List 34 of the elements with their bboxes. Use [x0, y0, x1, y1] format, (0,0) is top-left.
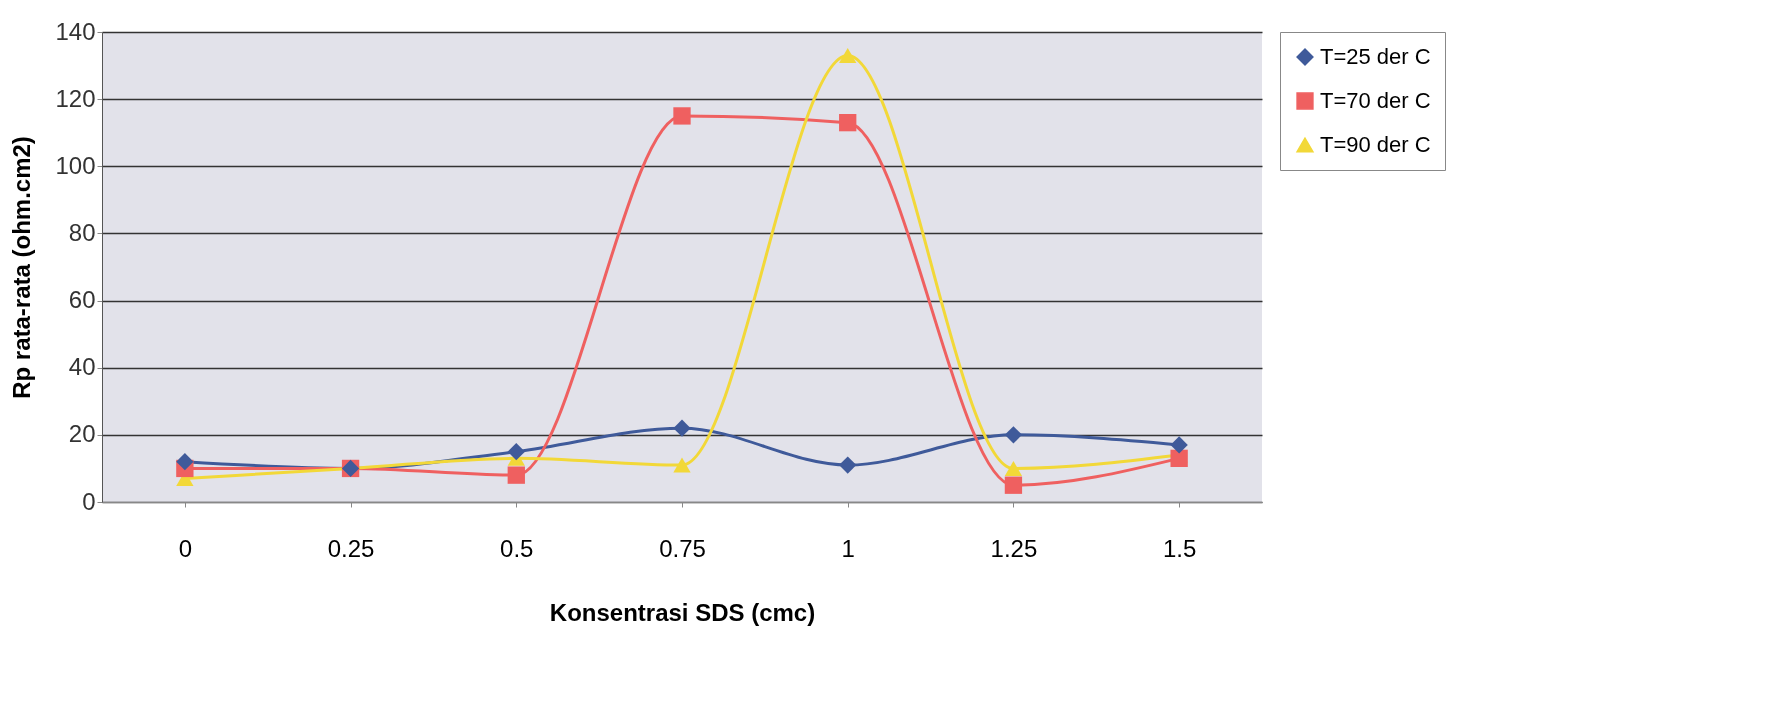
y-tick-label: 140 — [55, 17, 96, 45]
y-tick-label: 20 — [68, 420, 96, 448]
point — [673, 457, 691, 473]
point — [673, 419, 691, 437]
y-tick-label: 40 — [68, 353, 96, 381]
x-tick-label: 1.5 — [1162, 534, 1197, 562]
point — [1004, 476, 1023, 494]
x-axis-title: Konsentrasi SDS (cmc) — [549, 598, 816, 626]
point — [1004, 460, 1023, 476]
point — [1170, 436, 1188, 454]
point — [839, 456, 857, 474]
point — [839, 48, 857, 63]
y-tick-label: 120 — [55, 84, 96, 112]
x-tick-label: 1.25 — [990, 534, 1038, 562]
x-tick-label: 0.25 — [327, 534, 375, 562]
y-tick-label: 100 — [55, 151, 96, 179]
point — [1170, 449, 1188, 468]
x-tick-label: 0.75 — [659, 534, 706, 562]
y-tick-label: 0 — [82, 487, 96, 515]
point — [507, 466, 525, 484]
legend-label: T=90 der C — [1320, 132, 1431, 157]
point — [673, 107, 691, 125]
x-tick-label: 0 — [178, 534, 193, 562]
legend-label: T=70 der C — [1320, 88, 1431, 113]
point — [1004, 426, 1023, 444]
point — [839, 113, 857, 132]
point — [507, 442, 525, 461]
y-tick-label: 60 — [68, 286, 96, 314]
x-tick-label: 1 — [841, 534, 855, 562]
point — [176, 453, 194, 471]
legend-label: T=25 der C — [1320, 44, 1431, 69]
x-tick-label: 0.5 — [500, 534, 534, 562]
y-axis-title: Rp rata-rata (ohm.cm2) — [8, 136, 36, 399]
y-tick-label: 80 — [68, 218, 96, 246]
